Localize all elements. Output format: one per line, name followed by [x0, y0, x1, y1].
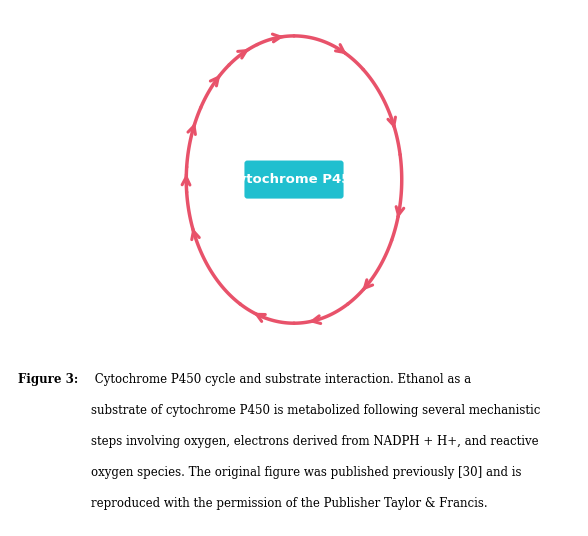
- Text: Fe$^{3+}$-Substrate: Fe$^{3+}$-Substrate: [394, 42, 497, 58]
- Text: Oxidized
substrate: Oxidized substrate: [132, 31, 196, 59]
- Text: Fe$^{3+}$-O-Substrate: Fe$^{3+}$-O-Substrate: [46, 87, 165, 103]
- Text: Fe$^{3+}$: Fe$^{3+}$: [211, 0, 241, 6]
- Text: Cytochrome P450 cycle and substrate interaction. Ethanol as a: Cytochrome P450 cycle and substrate inte…: [91, 373, 471, 386]
- Text: oxygen species. The original figure was published previously [30] and is: oxygen species. The original figure was …: [91, 466, 522, 479]
- Text: Figure 3:: Figure 3:: [18, 373, 78, 386]
- Text: Cytochrome P450: Cytochrome P450: [228, 173, 360, 186]
- Text: steps involving oxygen, electrons derived from NADPH + H+, and reactive: steps involving oxygen, electrons derive…: [91, 435, 539, 448]
- Text: H$_2$O: H$_2$O: [119, 157, 147, 173]
- Text: O$_2$: O$_2$: [375, 318, 392, 333]
- FancyBboxPatch shape: [245, 160, 343, 199]
- Text: substrate of cytochrome P450 is metabolized following several mechanistic: substrate of cytochrome P450 is metaboli…: [91, 404, 540, 417]
- Text: reproduced with the permission of the Publisher Taylor & Francis.: reproduced with the permission of the Pu…: [91, 497, 488, 510]
- Text: e$^{\bullet}$: e$^{\bullet}$: [439, 144, 453, 158]
- Text: e$^{\bullet}$: e$^{\bullet}$: [155, 212, 169, 225]
- Text: Fe$^{2+}$-O$^{\bullet}_2$-Substrate: Fe$^{2+}$-O$^{\bullet}_2$-Substrate: [155, 340, 272, 360]
- Text: Fe$^{2+}$-Substrate: Fe$^{2+}$-Substrate: [429, 243, 532, 259]
- Text: Fe$^{2+}$-O$_2$-Substrate: Fe$^{2+}$-O$_2$-Substrate: [235, 363, 353, 381]
